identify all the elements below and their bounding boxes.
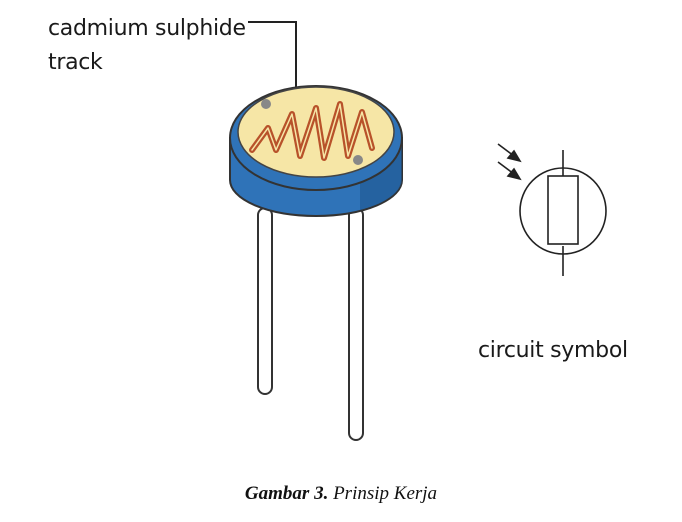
terminal-dot-left (261, 99, 271, 109)
caption-title: Prinsip Kerja (333, 483, 438, 504)
caption-prefix: Gambar 3. (244, 483, 329, 504)
sensor-face (237, 86, 395, 178)
light-arrows-icon (497, 143, 522, 181)
track-leader-line (248, 21, 297, 100)
light-arrowhead-lower (506, 167, 522, 181)
symbol-resistor (547, 175, 579, 245)
left-lead (257, 207, 273, 395)
right-lead (348, 207, 364, 441)
track-label-line1: cadmium sulphide (48, 16, 246, 41)
track-highlight (251, 103, 373, 159)
circuit-symbol-label: circuit symbol (478, 338, 628, 363)
symbol-circle (519, 167, 607, 255)
track-label-line2: track (48, 50, 103, 75)
light-arrowhead-upper (506, 149, 522, 163)
ldr-circuit-symbol-icon (519, 150, 607, 276)
component-leads (257, 207, 364, 441)
terminal-dot-right (353, 155, 363, 165)
figure-caption: Gambar 3. Prinsip Kerja (0, 483, 682, 505)
